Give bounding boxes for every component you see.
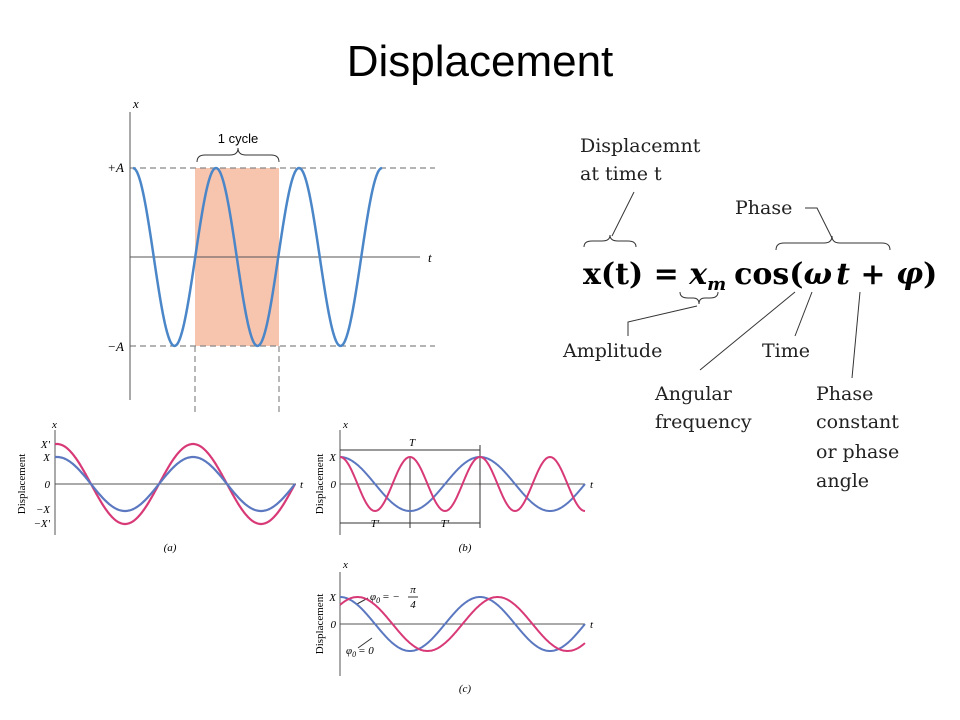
y-label: Displacement [16, 454, 28, 514]
panel-b: x t Displacement X 0 T T' T' (b) [314, 419, 594, 554]
axis-label: x [342, 559, 348, 571]
phase-part: = − [382, 591, 400, 603]
panel-a: x t Displacement X' X 0 −X −X' (a) [16, 419, 304, 554]
tick-label: X' [40, 439, 51, 451]
axis-label: t [590, 619, 594, 631]
equation: x(t) = xm cos(ω t + φ) [583, 257, 937, 295]
axis-label: x [51, 419, 57, 431]
axis-label: t [428, 250, 432, 265]
eq-part: φ [896, 257, 923, 292]
wave [132, 166, 383, 348]
brace [679, 291, 719, 305]
axis-label: x [132, 96, 139, 111]
label: constant [816, 411, 899, 433]
leader [851, 291, 861, 379]
caption: (a) [164, 542, 177, 554]
tick-label: 0 [331, 619, 337, 631]
eq-part: x [688, 257, 708, 292]
wave [54, 455, 296, 513]
label: at time t [580, 163, 662, 185]
wave [339, 596, 586, 652]
label: Amplitude [562, 340, 662, 362]
leader [699, 291, 796, 371]
tick-label: X [328, 592, 337, 604]
panel-c: x t Displacement X 0 φ0 = − π 4 φ0 = 0 (c) [314, 559, 594, 695]
axis-label: t [590, 479, 594, 491]
cycle-figure: 1 cycle x t +A −A [107, 96, 435, 415]
wave [339, 455, 586, 513]
tick-label: 0 [331, 479, 337, 491]
phase-part: 0 [376, 596, 380, 605]
eq-part: cos( [734, 257, 803, 292]
period-label: T' [371, 518, 380, 530]
label: Time [762, 340, 810, 362]
eq-part: = [654, 257, 679, 292]
eq-part: m [707, 274, 726, 295]
caption: (b) [459, 542, 472, 554]
tick-label: +A [107, 160, 124, 175]
tick-label: X [42, 452, 51, 464]
equation-figure: Displacemnt at time t Phase x(t) = xm cos… [562, 135, 937, 492]
tick-label: 0 [45, 479, 51, 491]
wave [340, 456, 586, 512]
tick-label: −X' [34, 518, 51, 530]
leader [357, 637, 373, 649]
title: Displacement [347, 37, 614, 86]
label: Displacemnt [580, 135, 701, 157]
eq-part: t [836, 257, 850, 292]
leader [794, 291, 813, 337]
label: or phase [816, 441, 899, 463]
tick-label: −A [107, 339, 124, 354]
phase-part: 4 [410, 599, 416, 611]
label: frequency [655, 411, 752, 433]
brace [775, 235, 891, 251]
label: Phase [816, 383, 873, 405]
brace [583, 234, 637, 248]
label: Phase [735, 197, 792, 219]
phase-part: 0 [352, 650, 356, 659]
period-label: T [409, 437, 416, 449]
eq-part: x(t) [583, 257, 643, 292]
eq-part: ω [804, 257, 833, 292]
phase-label: φ0 = 0 [346, 645, 374, 659]
phase-part: = 0 [358, 645, 374, 657]
tick-label: X [328, 452, 337, 464]
cycle-label: 1 cycle [218, 131, 258, 146]
phase-part: φ [370, 591, 376, 603]
label: Angular [654, 383, 733, 405]
y-label: Displacement [314, 594, 326, 654]
period-label: T' [441, 518, 450, 530]
phase-part: φ [346, 645, 352, 657]
wave [340, 596, 586, 652]
phase-part: π [410, 584, 416, 596]
tick-label: −X [36, 504, 51, 516]
leader [805, 207, 833, 239]
y-label: Displacement [314, 454, 326, 514]
wave [54, 442, 296, 526]
eq-part: + [860, 257, 885, 292]
axis-label: x [342, 419, 348, 431]
leader [627, 305, 698, 336]
leader [611, 191, 635, 237]
eq-part: ) [923, 257, 937, 292]
axis-label: t [300, 479, 304, 491]
phase-label: φ0 = − [370, 591, 400, 605]
caption: (c) [459, 683, 472, 695]
label: angle [816, 470, 869, 492]
brace [196, 147, 280, 163]
